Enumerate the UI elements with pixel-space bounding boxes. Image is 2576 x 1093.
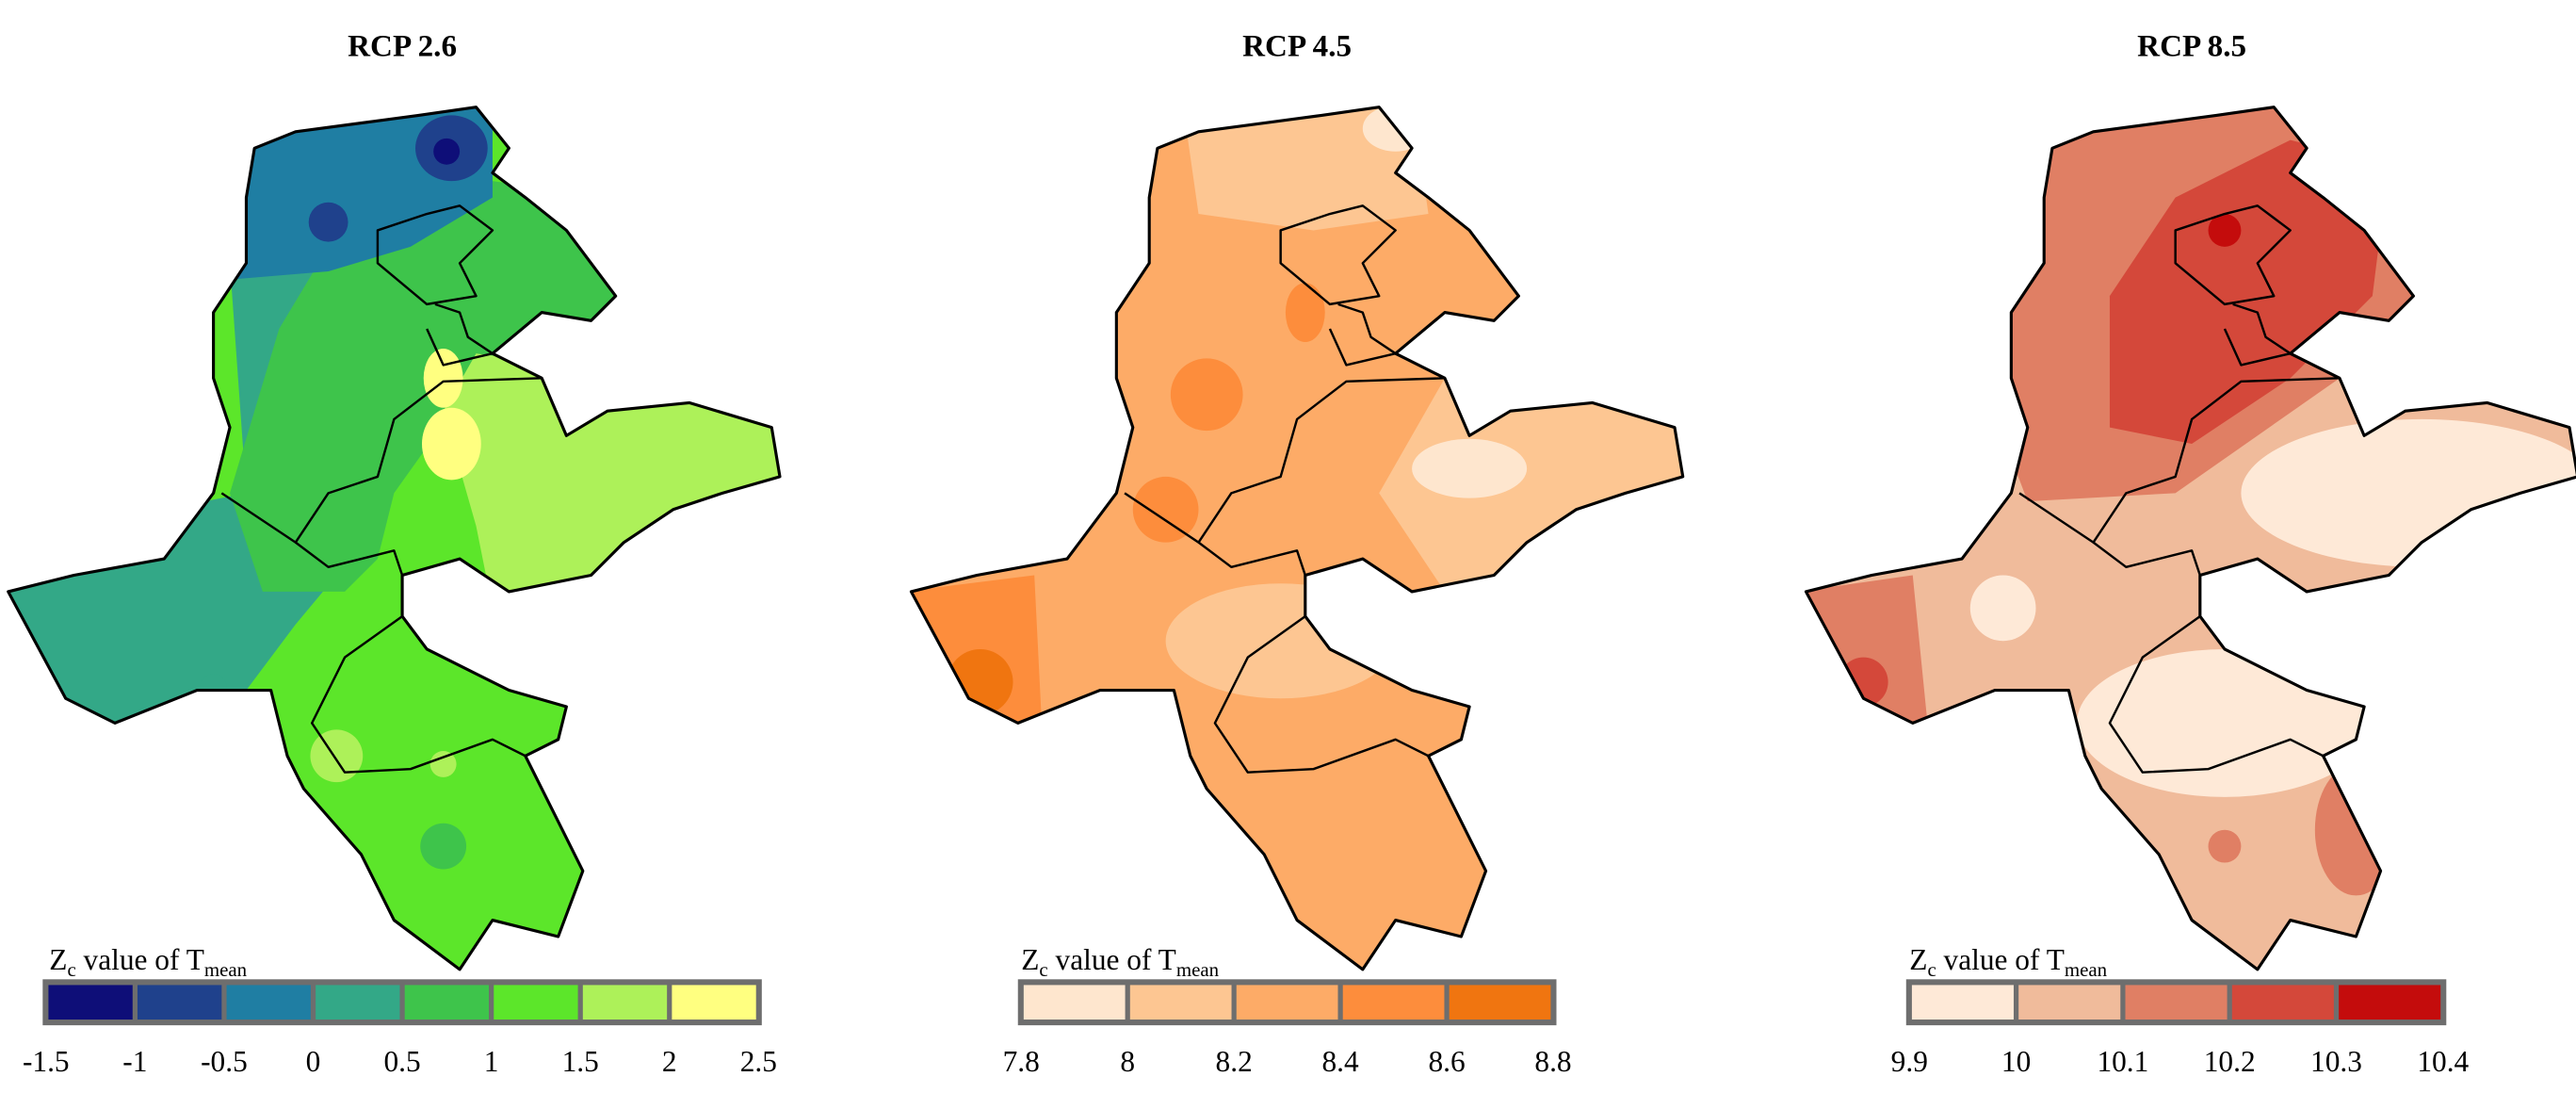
legend-tick-label: 10.1 (2097, 1045, 2148, 1078)
legend-tick-label: 1.5 (562, 1045, 599, 1078)
legend-swatch (1449, 985, 1551, 1020)
panel-title: RCP 8.5 (2137, 29, 2246, 64)
legend-title: Zc value of Tmean (1021, 943, 1219, 981)
legend-tick-label: 2.5 (740, 1045, 777, 1078)
legend-swatch (1911, 985, 2014, 1020)
legend-swatch (2018, 985, 2121, 1020)
legend-rcp85: 9.9 10 10.1 10.2 10.3 10.4 (1891, 979, 2470, 1078)
legend-tick-label: -0.5 (201, 1045, 248, 1078)
legend-tick-label: 10 (2001, 1045, 2031, 1078)
legend-swatch (226, 985, 311, 1020)
legend-title: Zc value of Tmean (49, 943, 247, 981)
legend-tick-label: 8.2 (1216, 1045, 1253, 1078)
map-rcp85 (1804, 106, 2576, 971)
legend-swatch (1342, 985, 1445, 1020)
legend-tick-label: -1.5 (23, 1045, 70, 1078)
legend-tick-label: 8 (1120, 1045, 1135, 1078)
legend-swatch (1023, 985, 1126, 1020)
panel-title: RCP 4.5 (1242, 29, 1352, 64)
legend-tick-label: 8.6 (1428, 1045, 1465, 1078)
panel-title: RCP 2.6 (348, 29, 457, 64)
legend-tick-label: 8.4 (1322, 1045, 1360, 1078)
legend-swatch (582, 985, 668, 1020)
panel-rcp45: RCP 4.5 Zc value of Tmean 7.8 8 8.2 8.4 8.6 8… (909, 29, 1685, 1078)
legend-swatch (672, 985, 756, 1020)
legend-rcp26: -1.5 -1 -0.5 0 0.5 1 1.5 2 2.5 (23, 979, 777, 1078)
legend-tick-label: 10.2 (2204, 1045, 2256, 1078)
legend-tick-label: 7.8 (1003, 1045, 1040, 1078)
legend-swatch (48, 985, 133, 1020)
legend-tick-label: 8.8 (1534, 1045, 1571, 1078)
legend-tick-label: 10.4 (2417, 1045, 2469, 1078)
legend-tick-label: 1 (484, 1045, 499, 1078)
legend-tick-label: 0.5 (383, 1045, 420, 1078)
legend-swatch (494, 985, 578, 1020)
legend-rcp45: 7.8 8 8.2 8.4 8.6 8.8 (1003, 979, 1572, 1078)
legend-swatch (1129, 985, 1232, 1020)
legend-tick-label: 0 (306, 1045, 321, 1078)
legend-swatch (316, 985, 400, 1020)
panel-rcp26: RCP 2.6 Zc value of Tmean -1 (7, 29, 782, 1078)
legend-swatch (2339, 985, 2441, 1020)
legend-tick-label: 10.3 (2310, 1045, 2362, 1078)
legend-tick-label: 9.9 (1891, 1045, 1928, 1078)
legend-tick-label: 2 (662, 1045, 677, 1078)
legend-swatch (1236, 985, 1338, 1020)
panel-rcp85: RCP 8.5 Zc value of Tmean 9.9 10 10.1 10.2 1… (1804, 29, 2576, 1078)
legend-swatch (2125, 985, 2228, 1020)
legend-swatch (2231, 985, 2334, 1020)
map-rcp45 (909, 106, 1685, 971)
legend-swatch (137, 985, 222, 1020)
legend-title: Zc value of Tmean (1909, 943, 2107, 981)
legend-swatch (404, 985, 490, 1020)
legend-tick-label: -1 (122, 1045, 147, 1078)
map-rcp26 (7, 106, 782, 971)
